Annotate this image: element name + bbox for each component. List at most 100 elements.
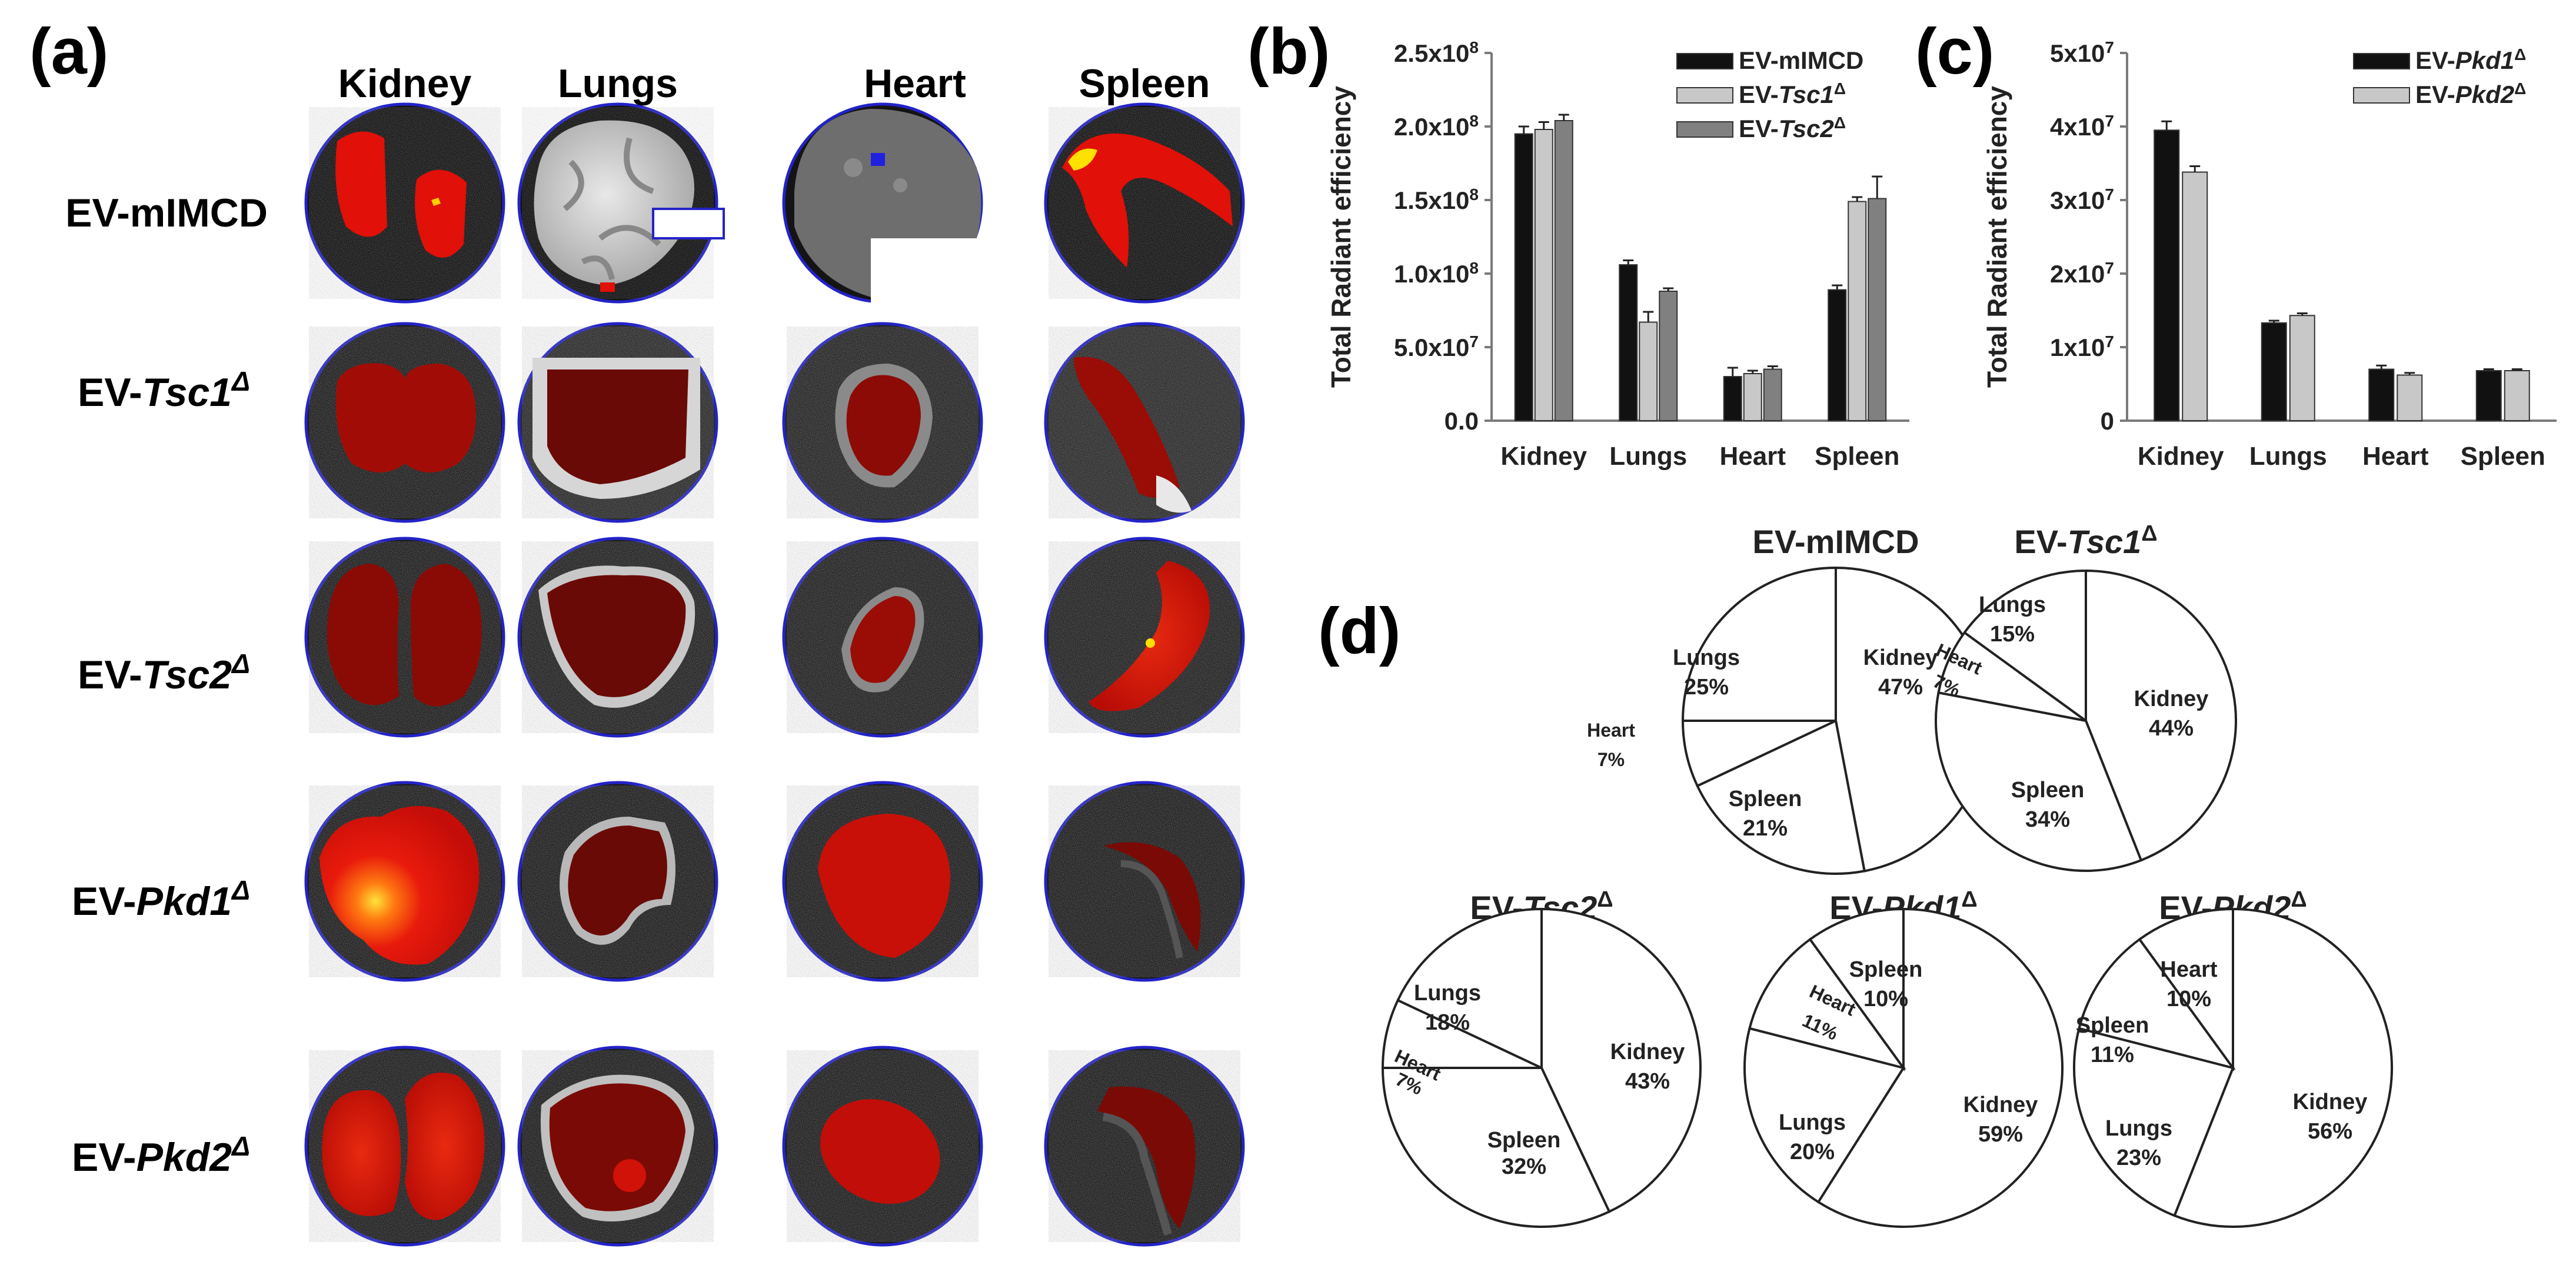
pie-slice-percent: 59% xyxy=(1978,1122,2023,1147)
pie-chart-d2: EV-Tsc1ΔKidney44%Spleen34%Heart7%Lungs15… xyxy=(1930,521,2237,872)
image-pkd2-kidney xyxy=(304,1046,505,1247)
chart-b-tick-label: 2.0x108 xyxy=(1394,112,1479,141)
pie-slice-label: Lungs xyxy=(1414,981,1481,1006)
pie-slice xyxy=(1681,566,1837,722)
chart-c-tick-label: 4x107 xyxy=(2050,112,2114,141)
chart-b-legend-label: EV-mIMCD xyxy=(1739,46,1863,74)
pie-chart-d3: EV-Tsc2ΔKidney43%Spleen32%Heart7%Lungs18… xyxy=(1381,887,1702,1228)
pie-slice-label: Lungs xyxy=(1979,592,2046,617)
pie-slice-label: Spleen xyxy=(1729,787,1802,811)
chart-b-bar xyxy=(1723,376,1742,421)
chart-c-tick-label: 1x107 xyxy=(2050,332,2114,362)
chart-c-legend-swatch xyxy=(2353,53,2410,69)
pie-slice-label: Spleen xyxy=(1849,957,1923,982)
chart-c-bar xyxy=(2289,315,2315,421)
panel-label-c: (c) xyxy=(1915,15,1994,88)
chart-c-tick-label: 2x107 xyxy=(2050,259,2114,288)
column-header-spleen: Spleen xyxy=(1079,61,1210,106)
pie-slice xyxy=(1381,998,1542,1069)
chart-b-legend-label: EV-Tsc2Δ xyxy=(1739,114,1846,143)
pie-slice-label: Kidney xyxy=(1863,645,1938,670)
pie-slice-percent: 15% xyxy=(1990,622,2035,647)
image-mimcd-kidney xyxy=(304,102,505,304)
pie-slice-percent: 10% xyxy=(1863,987,1908,1011)
chart-b-category-label: Kidney xyxy=(1500,442,1587,471)
pie-slice-percent: 20% xyxy=(1790,1140,1835,1164)
pie-slice xyxy=(1937,631,2087,722)
pie-title: EV-mIMCD xyxy=(1752,523,1919,560)
chart-b-category-label: Spleen xyxy=(1815,442,1899,471)
panel-d-pie-charts: EV-mIMCD Kidney 47% Spleen 21% Heart 7% Lungs 25… xyxy=(1381,521,2393,1228)
image-tsc1-lungs xyxy=(517,322,718,523)
image-tsc1-kidney xyxy=(304,322,505,523)
pie-slice-percent: 43% xyxy=(1625,1069,1670,1094)
row-label-ev-tsc1: EV-Tsc1Δ xyxy=(78,366,250,415)
pie-slice-percent: 7% xyxy=(1597,749,1625,770)
chart-c-tick-label: 3x107 xyxy=(2050,185,2114,215)
chart-b-bar-chart: 0.0 5.0x107 1.0x108 1.5x108 2.0x108 2.5x108 To… xyxy=(1326,38,1909,471)
image-tsc2-lungs xyxy=(517,537,718,738)
panel-a-column-headers: Kidney Lungs Heart Spleen xyxy=(338,61,1210,106)
pie-slice xyxy=(1808,907,1905,1072)
pie-slice-percent: 25% xyxy=(1684,675,1729,700)
chart-c-bar-chart: 0 1x107 2x107 3x107 4x107 5x107 Total Radiant … xyxy=(1982,38,2557,471)
pie-slice-label: Kidney xyxy=(1963,1093,2038,1117)
pie-slice xyxy=(2078,937,2236,1070)
chart-c-category-label: Lungs xyxy=(2249,442,2327,471)
pie-slice xyxy=(1962,569,2087,723)
image-tsc1-spleen xyxy=(1044,322,1245,523)
image-mimcd-heart xyxy=(782,102,989,315)
pie-slice xyxy=(1816,907,2064,1228)
pie-slice xyxy=(2173,907,2393,1228)
chart-b-bar xyxy=(1534,129,1553,421)
pie-chart-d4: EV-Pkd1ΔKidney59%Lungs20%Heart11%Spleen1… xyxy=(1743,887,2064,1228)
pie-slice xyxy=(1743,1027,1906,1204)
chart-c-bar xyxy=(2182,171,2208,421)
pie-slice xyxy=(1748,937,1906,1070)
row-label-ev-mimcd: EV-mIMCD xyxy=(65,191,268,235)
panel-label-b: (b) xyxy=(1247,15,1330,88)
chart-b-bar xyxy=(1828,289,1847,421)
chart-c-legend-label: EV-Pkd1Δ xyxy=(2415,45,2526,75)
chart-b-tick-label: 1.0x108 xyxy=(1394,259,1479,288)
pie-slice-label: Spleen xyxy=(1487,1128,1561,1153)
chart-c-category-label: Heart xyxy=(2362,442,2429,471)
chart-b-bar xyxy=(1743,373,1762,421)
chart-b-legend-swatch xyxy=(1676,121,1733,138)
row-label-ev-tsc2: EV-Tsc2Δ xyxy=(78,648,250,697)
chart-b-bar xyxy=(1848,201,1867,421)
chart-b-tick-label: 2.5x108 xyxy=(1394,38,1479,68)
chart-c-category-label: Spleen xyxy=(2461,442,2545,471)
chart-c-category-label: Kidney xyxy=(2138,442,2224,471)
chart-c-bar xyxy=(2475,370,2502,421)
imaging-grid xyxy=(304,102,1245,1247)
pie-slice-label: Spleen xyxy=(2011,778,2085,803)
chart-b-category-label: Heart xyxy=(1720,442,1786,471)
pie-slice-percent: 47% xyxy=(1878,675,1923,700)
pie-slice-label: Kidney xyxy=(1610,1040,1685,1064)
pie-chart-d1: EV-mIMCD Kidney 47% Spleen 21% Heart 7% Lungs 25… xyxy=(1587,523,1990,875)
pie-slice-label: Heart xyxy=(1587,720,1635,741)
pie-slice-percent: 23% xyxy=(2116,1146,2161,1170)
image-tsc2-heart xyxy=(782,537,983,738)
chart-b-category-label: Lungs xyxy=(1609,442,1687,471)
chart-c-bar xyxy=(2154,129,2180,421)
pie-slice-percent: 32% xyxy=(1502,1154,1546,1179)
pie-slice xyxy=(1381,1067,1611,1228)
chart-c-bar xyxy=(2504,370,2530,421)
chart-b-bar xyxy=(1868,198,1887,421)
pie-slice-percent: 18% xyxy=(1425,1010,1470,1035)
pie-slice-label: Lungs xyxy=(1673,645,1740,670)
panel-a-row-labels: EV-mIMCD EV-Tsc1Δ EV-Tsc2Δ EV-Pkd1Δ EV-P… xyxy=(65,191,268,1180)
chart-c-bar xyxy=(2397,374,2423,421)
chart-c-tick-label: 5x107 xyxy=(2050,38,2114,68)
row-label-ev-pkd1: EV-Pkd1Δ xyxy=(72,875,250,924)
column-header-lungs: Lungs xyxy=(558,61,678,106)
chart-b-tick-label: 0.0 xyxy=(1445,407,1479,435)
chart-c-legend-label: EV-Pkd2Δ xyxy=(2415,79,2526,109)
chart-b-bar xyxy=(1514,133,1533,421)
column-header-kidney: Kidney xyxy=(338,61,472,106)
image-tsc1-heart xyxy=(782,322,983,523)
chart-b-y-axis-label: Total Radiant efficiency xyxy=(1326,86,1356,388)
pie-chart-d5: EV-Pkd2ΔKidney56%Lungs23%Spleen11%Heart1… xyxy=(2072,887,2393,1228)
